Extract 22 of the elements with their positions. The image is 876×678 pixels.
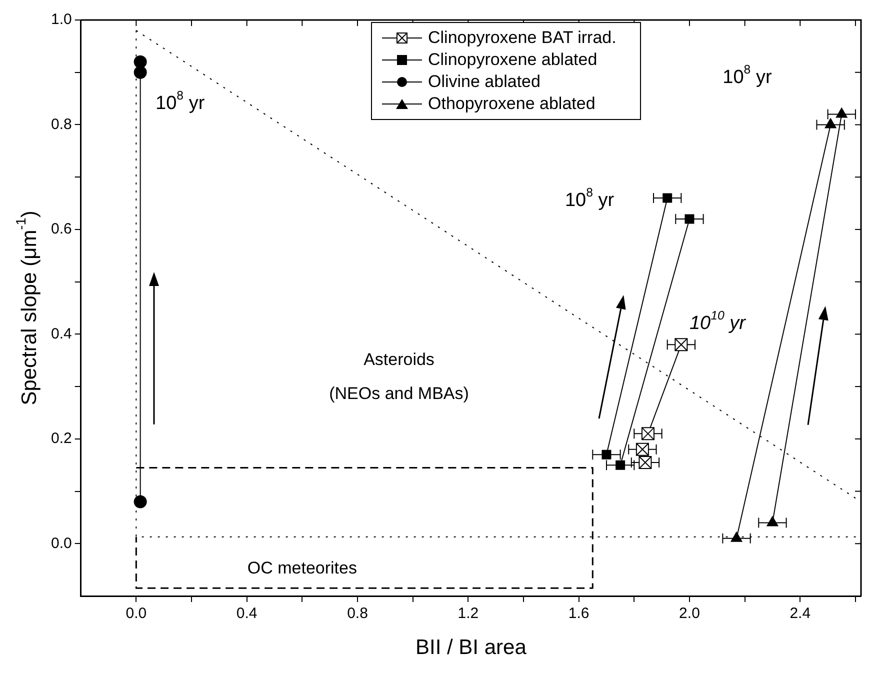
- x-tick-label: 0.0: [126, 605, 147, 622]
- y-tick-label: 0.6: [50, 220, 72, 238]
- x-tick-label: 1.2: [458, 605, 479, 622]
- annotation: OC meteorites: [247, 558, 357, 578]
- x-tick-label: 1.6: [568, 605, 590, 622]
- y-axis-title: Spectral slope (μm-1): [13, 210, 41, 406]
- x-tick-label: 0.4: [236, 605, 258, 622]
- y-tick-label: 0.0: [50, 534, 72, 552]
- legend-label: Clinopyroxene ablated: [428, 49, 598, 71]
- x-tick-label: 2.4: [790, 605, 811, 622]
- annotation: Asteroids: [364, 350, 434, 370]
- x-tick-label: 2.0: [679, 605, 700, 622]
- y-tick-label: 0.2: [50, 430, 72, 448]
- legend-label: Othopyroxene ablated: [428, 93, 596, 115]
- legend-label: Clinopyroxene BAT irrad.: [428, 27, 616, 49]
- x-tick-label: 0.8: [347, 605, 368, 622]
- y-tick-label: 0.4: [50, 325, 72, 342]
- y-tick-label: 0.8: [50, 116, 72, 133]
- y-tick-label: 1.0: [50, 11, 72, 28]
- annotation: (NEOs and MBAs): [329, 384, 469, 404]
- x-axis-title: BII / BI area: [415, 636, 527, 659]
- legend-label: Olivine ablated: [428, 71, 540, 93]
